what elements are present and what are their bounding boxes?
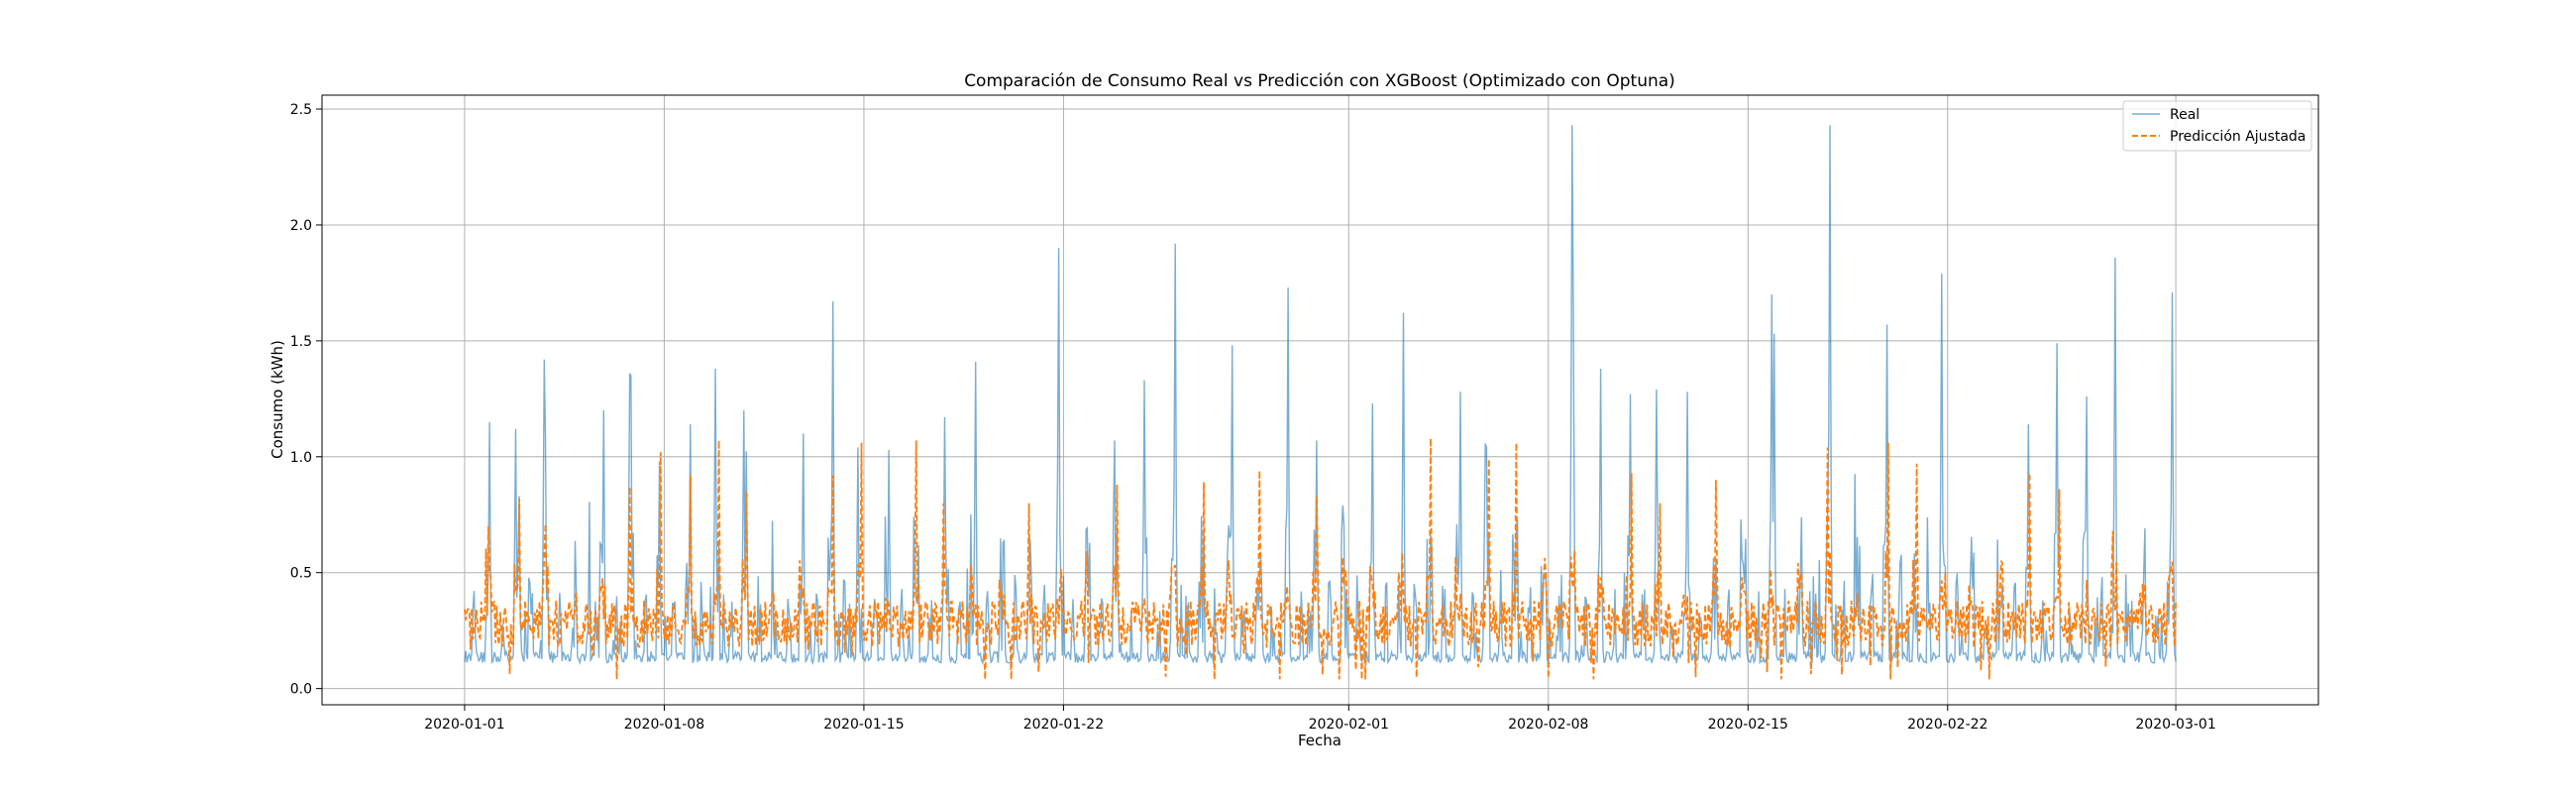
y-tick-label: 1.0: [290, 450, 312, 466]
series-prediction-line: [464, 438, 2177, 680]
x-tick-label: 2020-02-22: [1907, 717, 1987, 733]
x-tick-label: 2020-01-01: [424, 717, 504, 733]
series-layer: [464, 125, 2177, 680]
plot-area: [322, 95, 2318, 705]
y-axis-label: Consumo (kWh): [268, 340, 286, 459]
legend-label-real: Real: [2170, 107, 2200, 123]
tick-layer: 2020-01-01 2020-01-08 2020-01-15 2020-01-22…: [290, 102, 2216, 733]
grid-layer: [322, 95, 2318, 705]
x-tick-label: 2020-03-01: [2135, 717, 2215, 733]
legend: Real Predicción Ajustada: [2122, 100, 2312, 152]
legend-box: [2122, 100, 2312, 152]
chart-title: Comparación de Consumo Real vs Predicció…: [964, 71, 1675, 91]
legend-label-prediction: Predicción Ajustada: [2170, 129, 2306, 145]
y-tick-label: 1.5: [290, 334, 312, 350]
y-tick-label: 2.5: [290, 102, 312, 118]
plot-frame: [321, 94, 2319, 706]
x-tick-label: 2020-02-01: [1309, 717, 1389, 733]
y-tick-label: 0.5: [290, 566, 312, 582]
y-tick-label: 0.0: [290, 682, 312, 698]
x-tick-label: 2020-01-15: [823, 717, 904, 733]
x-tick-label: 2020-01-08: [624, 717, 704, 733]
x-axis-label: Fecha: [1298, 732, 1342, 749]
x-tick-label: 2020-02-15: [1708, 717, 1788, 733]
x-tick-label: 2020-01-22: [1023, 717, 1104, 733]
x-tick-label: 2020-02-08: [1508, 717, 1588, 733]
y-tick-label: 2.0: [290, 218, 312, 234]
